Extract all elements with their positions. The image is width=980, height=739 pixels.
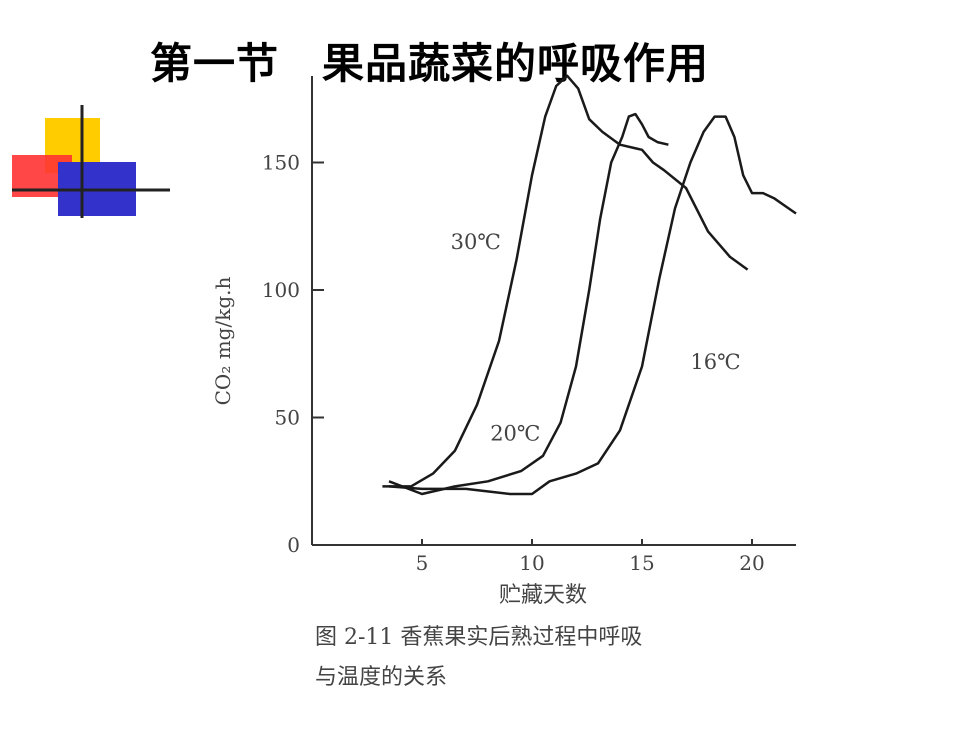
y-tick-label: 50 [275,406,300,430]
series-line-2 [388,115,797,496]
x-tick-label: 10 [519,551,544,575]
series-line-0 [382,74,749,488]
x-tick-label: 20 [739,551,764,575]
x-axis-label: 贮藏天数 [499,583,587,608]
series-line-1 [388,112,669,496]
caption-line-2: 与温度的关系 [315,665,448,690]
chart-curves [382,74,797,496]
y-tick-label: 0 [287,533,300,557]
x-tick-label: 5 [416,551,429,575]
chart-labels: 0 50 100 150 5 10 15 20 贮藏天数 CO₂ mg/kg.h 30℃ 20℃ 16℃ [211,151,765,609]
series-annotation-0: 30℃ [451,230,501,254]
slide-title: 第一节 果品蔬菜的呼吸作用 [150,39,710,88]
decorative-corner-graphic [12,105,170,218]
figure-caption: 图 2-11 香蕉果实后熟过程中呼吸 与温度的关系 [315,618,815,698]
y-tick-label: 100 [262,278,300,302]
series-annotation-1: 20℃ [490,421,540,445]
x-tick-label: 15 [629,551,654,575]
y-axis-label: CO₂ mg/kg.h [211,277,235,406]
caption-line-1: 图 2-11 香蕉果实后熟过程中呼吸 [315,625,643,650]
series-annotation-2: 16℃ [690,350,740,374]
y-tick-label: 150 [262,151,300,175]
chart-axes [311,76,796,546]
